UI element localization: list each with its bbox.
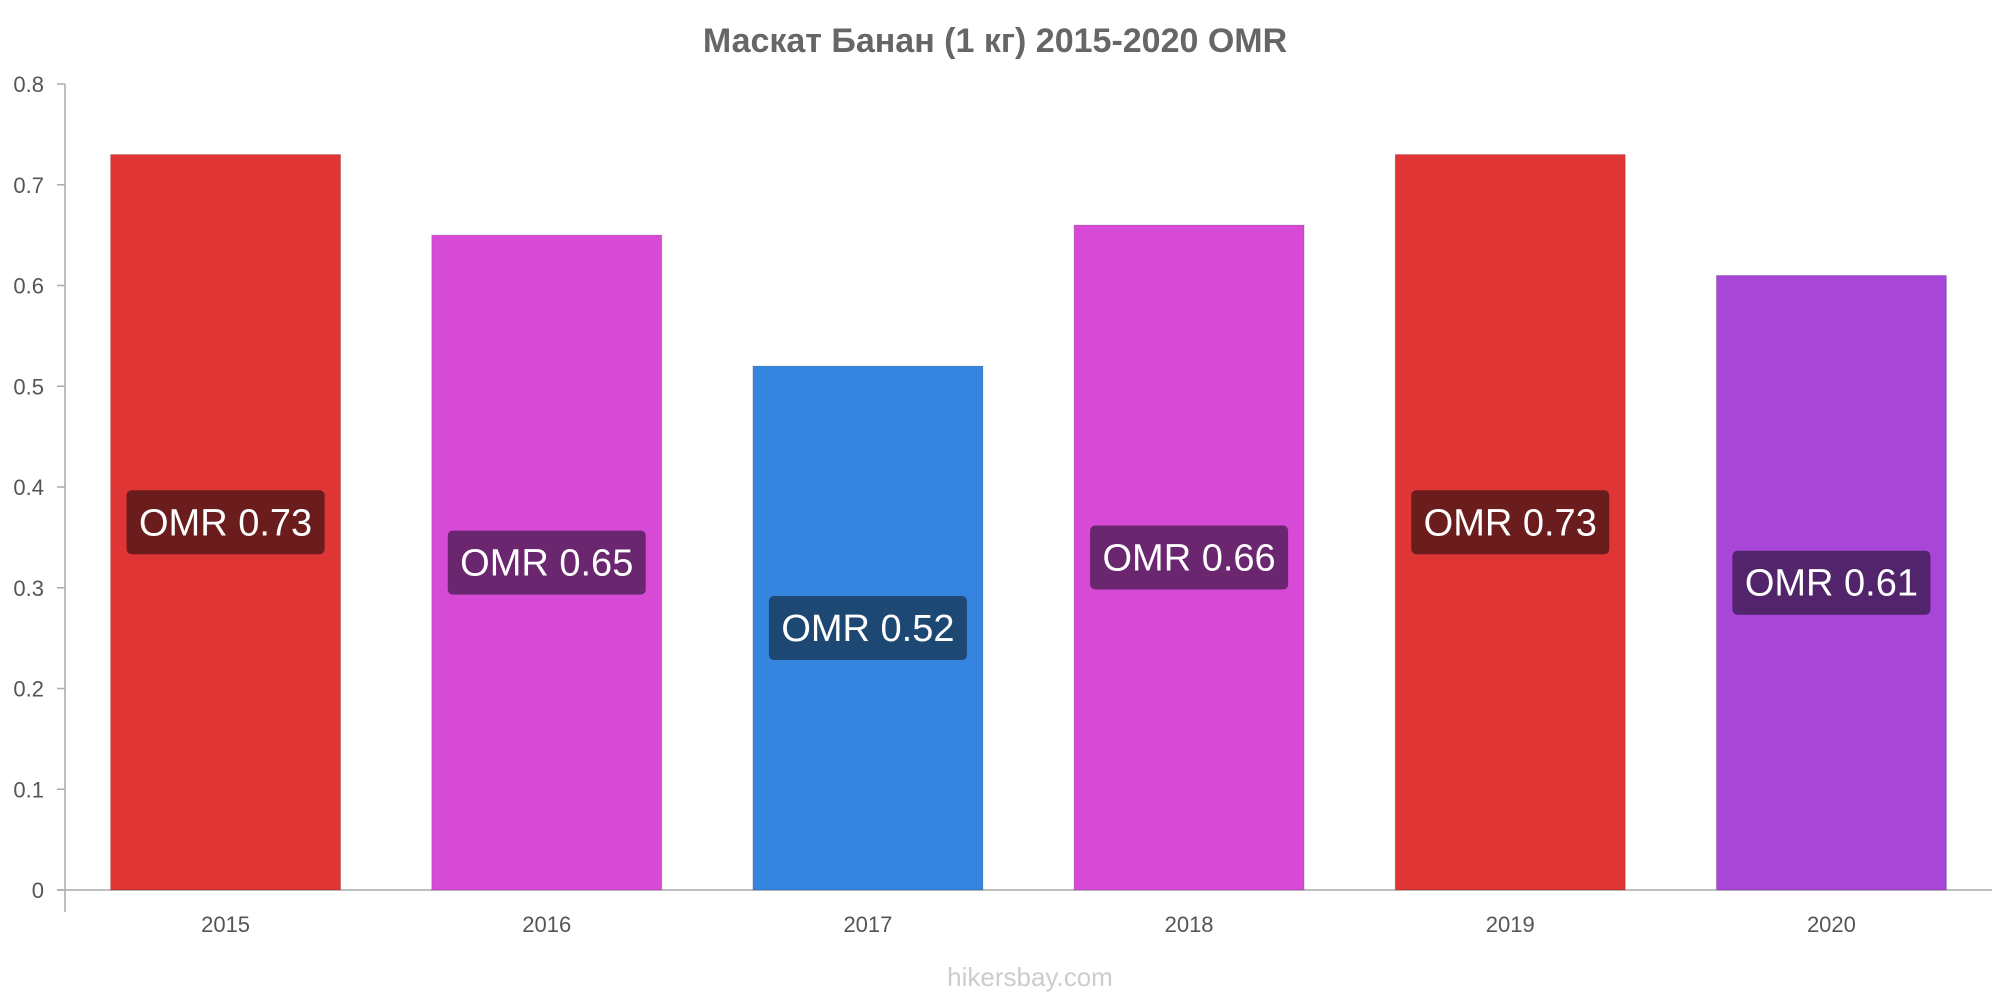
data-label-box	[768, 596, 967, 661]
data-label: OMR 0.52	[781, 608, 954, 650]
data-label-box	[447, 530, 646, 595]
watermark: hikersbay.com	[947, 962, 1113, 992]
data-label: OMR 0.73	[1424, 502, 1597, 544]
y-tick-label: 0.3	[13, 576, 44, 601]
chart-title: Маскат Банан (1 кг) 2015-2020 OMR	[703, 22, 1287, 60]
x-tick-label: 2020	[1807, 912, 1856, 937]
y-tick-label: 0.2	[13, 677, 44, 702]
data-label: OMR 0.73	[139, 502, 312, 544]
x-tick-label: 2019	[1486, 912, 1535, 937]
x-axis: 2015 2016 2017 2018 2019 2020	[57, 889, 1992, 937]
data-label-box	[126, 490, 325, 555]
y-tick-label: 0.6	[13, 274, 44, 299]
data-label-box	[1732, 550, 1931, 615]
x-tick-label: 2016	[522, 912, 571, 937]
data-label: OMR 0.66	[1102, 538, 1275, 580]
y-tick-label: 0.1	[13, 777, 44, 802]
data-label-box	[1411, 490, 1610, 555]
y-tick-label: 0.7	[13, 173, 44, 198]
y-axis: 0 0.1 0.2 0.3 0.4 0.5 0.6 0.7 0.8	[13, 72, 66, 912]
x-tick-label: 2015	[201, 912, 250, 937]
x-tick-label: 2018	[1165, 912, 1214, 937]
y-tick-label: 0	[32, 878, 44, 903]
y-tick-label: 0.8	[13, 72, 44, 97]
data-label: OMR 0.65	[460, 543, 633, 585]
bars-group	[110, 154, 1947, 891]
data-labels-group: OMR 0.73 OMR 0.65 OMR 0.52 OMR 0.66 OMR 0.73…	[126, 490, 1931, 661]
y-tick-label: 0.5	[13, 374, 44, 399]
x-tick-label: 2017	[843, 912, 892, 937]
data-label: OMR 0.61	[1745, 563, 1918, 605]
y-tick-label: 0.4	[13, 475, 44, 500]
data-label-box	[1090, 525, 1289, 590]
